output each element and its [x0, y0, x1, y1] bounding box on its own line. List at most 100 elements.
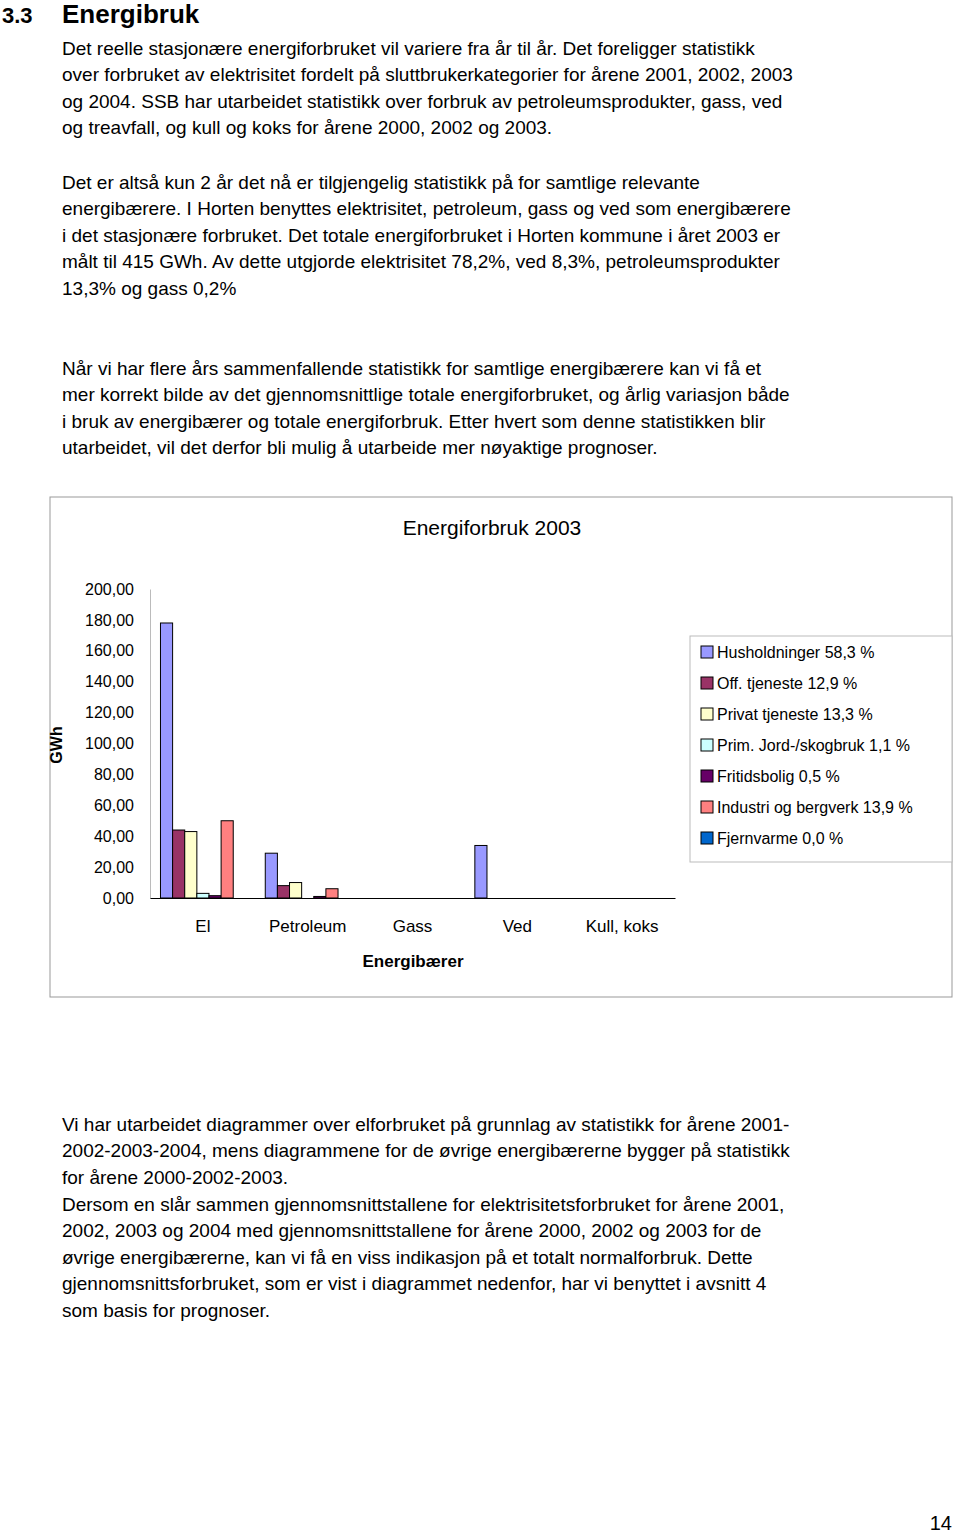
y-tick-label: 0,00	[103, 890, 134, 907]
series	[160, 623, 486, 898]
series	[185, 832, 302, 898]
legend-label: Prim. Jord-/skogbruk 1,1 %	[717, 737, 910, 754]
page-number: 14	[930, 1512, 952, 1533]
legend-swatch	[701, 739, 713, 751]
bars	[160, 623, 486, 898]
y-tick: 120,00	[85, 704, 150, 721]
y-tick-label: 120,00	[85, 704, 134, 721]
legend-swatch	[701, 708, 713, 720]
y-axis-line	[150, 590, 151, 899]
paragraph-line: 2002-2003-2004, mens diagrammene for de …	[62, 1140, 790, 1161]
series	[197, 893, 209, 898]
bar	[487, 898, 499, 899]
paragraph: Dersom en slår sammen gjennomsnittstalle…	[62, 1194, 784, 1321]
y-tick-label: 80,00	[94, 766, 134, 783]
y-tick: 160,00	[85, 642, 150, 659]
bar	[302, 898, 314, 899]
bar	[406, 898, 418, 899]
bar	[652, 898, 664, 899]
y-tick: 80,00	[94, 766, 150, 783]
x-tick-label: El	[195, 917, 210, 936]
legend-swatch	[701, 832, 713, 844]
paragraph-line: gjennomsnittsforbruket, som er vist i di…	[62, 1273, 767, 1294]
bar	[535, 898, 547, 899]
bar	[443, 898, 455, 899]
bar	[160, 623, 172, 898]
x-tick-label: Kull, koks	[586, 917, 659, 936]
paragraph-line: energibærere. I Horten benyttes elektris…	[62, 198, 791, 219]
y-tick: 60,00	[94, 797, 150, 814]
x-axis: El Petroleum Gass Ved Kull, koks	[151, 898, 676, 936]
y-tick: 0,00	[103, 890, 150, 907]
bar	[616, 898, 628, 899]
paragraph-line: og treavfall, og kull og koks for årene …	[62, 117, 552, 138]
bar	[185, 832, 197, 898]
y-tick-label: 100,00	[85, 735, 134, 752]
paragraph-line: målt til 415 GWh. Av dette utgjorde elek…	[62, 251, 780, 272]
chart-title: Energiforbruk 2003	[403, 516, 582, 539]
y-axis: 0,0020,0040,0060,0080,00100,00120,00140,…	[85, 581, 150, 907]
paragraph-line: som basis for prognoser.	[62, 1300, 270, 1321]
bar	[173, 830, 185, 898]
y-tick-label: 200,00	[85, 581, 134, 598]
bar	[370, 898, 382, 899]
paragraph-line: Når vi har flere års sammenfallende stat…	[62, 358, 762, 379]
paragraph-line: i det stasjonære forbruket. Det totale e…	[62, 225, 781, 246]
bar	[394, 898, 406, 899]
paragraph: Det reelle stasjonære energiforbruket vi…	[62, 38, 793, 139]
y-tick: 180,00	[85, 612, 150, 629]
legend-label: Fritidsbolig 0,5 %	[717, 768, 840, 785]
legend: Husholdninger 58,3 % Off. tjeneste 12,9 %…	[690, 636, 952, 862]
bar	[523, 898, 535, 899]
legend-label: Fjernvarme 0,0 %	[717, 830, 843, 847]
bar	[209, 896, 221, 898]
y-tick-label: 160,00	[85, 642, 134, 659]
bar	[548, 898, 560, 899]
x-axis-title: Energibærer	[362, 952, 463, 971]
chart-frame	[50, 497, 952, 997]
bar	[592, 898, 604, 899]
x-tick: Ved	[503, 898, 532, 936]
bar	[314, 896, 326, 898]
bar	[326, 889, 338, 898]
legend-swatch	[701, 801, 713, 813]
legend-swatch	[701, 770, 713, 782]
bar	[499, 898, 511, 899]
paragraph-line: over forbruket av elektrisitet fordelt p…	[62, 64, 793, 85]
bar	[580, 898, 592, 899]
bar	[338, 898, 350, 899]
paragraph-line: Det reelle stasjonære energiforbruket vi…	[62, 38, 755, 59]
paragraph-line: Vi har utarbeidet diagrammer over elforb…	[62, 1114, 789, 1135]
x-tick: El	[195, 898, 210, 936]
x-tick-label: Ved	[503, 917, 532, 936]
x-tick: Kull, koks	[586, 898, 659, 936]
bar	[265, 853, 277, 898]
series	[221, 821, 338, 898]
paragraph: Det er altså kun 2 år det nå er tilgjeng…	[62, 172, 791, 299]
legend-label: Husholdninger 58,3 %	[717, 644, 874, 661]
paragraph: Når vi har flere års sammenfallende stat…	[62, 358, 790, 459]
paragraph-line: og 2004. SSB har utarbeidet statistikk o…	[62, 91, 782, 112]
y-tick: 140,00	[85, 673, 150, 690]
paragraph-line: 13,3% og gass 0,2%	[62, 278, 236, 299]
paragraph-line: utarbeidet, vil det derfor bli mulig å u…	[62, 437, 658, 458]
page: 3.3EnergibrukDet reelle stasjonære energ…	[0, 0, 960, 1533]
y-tick-label: 60,00	[94, 797, 134, 814]
legend-label: Industri og bergverk 13,9 %	[717, 799, 913, 816]
y-tick: 20,00	[94, 859, 150, 876]
paragraph-line: øvrige energibærerne, kan vi få en viss …	[62, 1247, 753, 1268]
legend-label: Off. tjeneste 12,9 %	[717, 675, 857, 692]
paragraph-line: Det er altså kun 2 år det nå er tilgjeng…	[62, 172, 700, 193]
x-tick: Petroleum	[269, 898, 346, 936]
x-axis-line	[151, 898, 676, 899]
y-tick: 100,00	[85, 735, 150, 752]
legend-label: Privat tjeneste 13,3 %	[717, 706, 873, 723]
section-number: 3.3	[2, 3, 33, 28]
bar	[197, 893, 209, 898]
bar	[475, 845, 487, 898]
paragraph-line: i bruk av energibærer og totale energifo…	[62, 411, 766, 432]
bar	[640, 898, 652, 899]
x-tick-label: Gass	[393, 917, 433, 936]
bar	[604, 898, 616, 899]
bar	[628, 898, 640, 899]
